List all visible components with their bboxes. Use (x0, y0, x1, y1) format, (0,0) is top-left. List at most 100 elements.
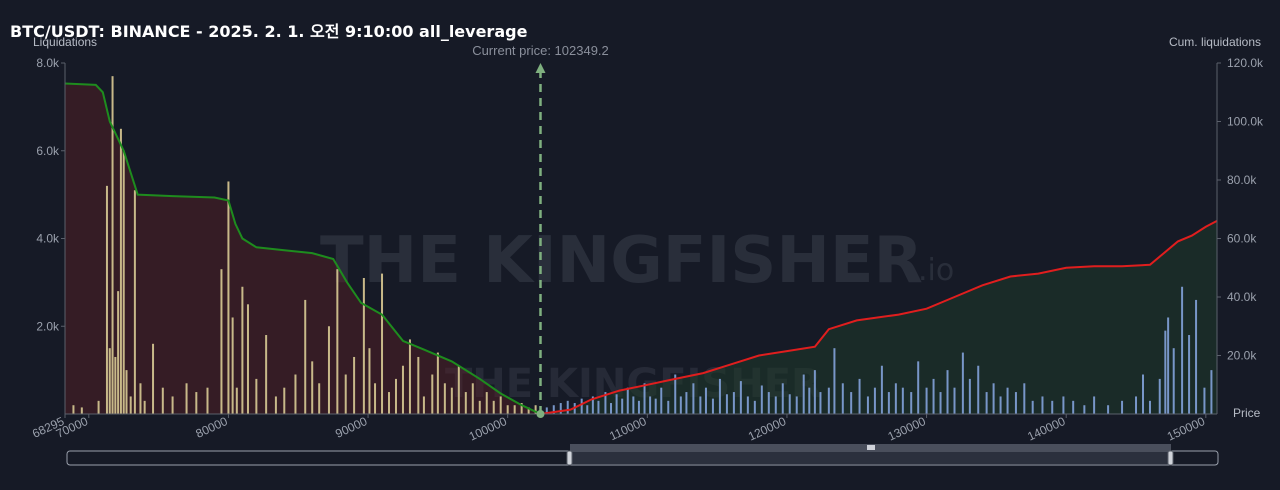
long-liquidation-bar (368, 348, 371, 414)
short-liquidation-bar (1072, 400, 1075, 414)
range-slider-grip-icon[interactable] (867, 445, 875, 450)
short-liquidation-bar (1158, 378, 1161, 414)
long-liquidation-bar (97, 400, 100, 414)
short-liquidation-bar (1041, 396, 1044, 414)
range-slider-right-handle[interactable] (1167, 450, 1174, 466)
long-liquidation-bar (111, 76, 114, 414)
range-slider[interactable] (66, 444, 1219, 466)
right-tick-label: 80.0k (1227, 173, 1257, 187)
short-liquidation-bar (1141, 374, 1144, 414)
short-liquidation-bar (704, 387, 707, 414)
x-tick-label: 110000 (607, 414, 649, 443)
long-cumulative-line (64, 82, 541, 415)
chart-title: BTC/USDT: BINANCE - 2025. 2. 1. 오전 9:10:… (10, 22, 528, 41)
long-liquidation-bar (117, 291, 120, 414)
short-liquidation-bar (566, 400, 569, 414)
short-liquidation-bar (887, 392, 890, 414)
long-liquidation-bar (161, 387, 164, 414)
long-liquidation-bar (374, 383, 377, 414)
price-axis-label: Price (1233, 406, 1261, 420)
short-liquidation-bar (781, 383, 784, 414)
short-liquidation-bar (1167, 317, 1170, 414)
short-liquidation-bar (880, 365, 883, 414)
short-liquidation-bar (925, 387, 928, 414)
short-liquidation-bar (746, 396, 749, 414)
range-slider-selection[interactable] (570, 452, 1171, 464)
short-liquidation-bar (739, 381, 742, 414)
long-liquidation-bar (304, 299, 307, 414)
left-axis-ticks: 2.0k 4.0k 6.0k 8.0k (36, 56, 65, 333)
short-liquidation-bar (968, 378, 971, 414)
x-tick-label: 80000 (194, 414, 230, 441)
long-liquidation-bar (311, 361, 314, 414)
short-liquidation-bar (1148, 400, 1151, 414)
left-axis-label: Liquidations (33, 35, 97, 49)
short-liquidation-bar (660, 387, 663, 414)
range-slider-left-handle[interactable] (566, 450, 573, 466)
short-liquidation-bar (1188, 335, 1191, 414)
short-liquidation-bar (1093, 396, 1096, 414)
left-tick-label: 8.0k (36, 56, 60, 70)
short-liquidation-bar (788, 394, 791, 414)
current-price-dot (536, 410, 545, 418)
long-liquidation-bar (394, 378, 397, 414)
short-liquidation-bar (901, 387, 904, 414)
left-tick-label: 2.0k (36, 319, 60, 333)
short-liquidation-bar (753, 400, 756, 414)
short-liquidation-bar (808, 387, 811, 414)
short-liquidation-bar (866, 396, 869, 414)
short-liquidation-bar (894, 383, 897, 414)
short-liquidation-bar (610, 403, 613, 414)
long-liquidation-bar (235, 387, 238, 414)
long-liquidation-bar (122, 150, 125, 414)
long-liquidation-bar (381, 273, 384, 414)
short-liquidation-bar (559, 403, 562, 414)
x-tick-label: 150000 (1165, 414, 1208, 444)
long-liquidation-bar (450, 387, 453, 414)
long-liquidation-bar (478, 400, 481, 414)
short-liquidation-bar (637, 400, 640, 414)
long-liquidation-bar (119, 128, 122, 414)
short-liquidation-bar (910, 392, 913, 414)
short-liquidation-bar (545, 407, 548, 414)
short-liquidation-bar (850, 392, 853, 414)
short-liquidation-bar (985, 392, 988, 414)
right-tick-label: 60.0k (1227, 232, 1257, 246)
long-liquidation-bar (485, 392, 488, 414)
short-liquidation-bars (545, 286, 1213, 414)
short-liquidation-bar (649, 396, 652, 414)
short-liquidation-bar (819, 392, 822, 414)
x-tick-label: 100000 (467, 414, 510, 444)
short-liquidation-bar (1164, 330, 1167, 414)
short-liquidation-bar (711, 398, 714, 414)
short-liquidation-bar (774, 396, 777, 414)
short-liquidation-bar (667, 400, 670, 414)
long-liquidation-bar (220, 269, 223, 414)
right-axis-ticks: 20.0k 40.0k 60.0k 80.0k 100.0k 120.0k (1217, 56, 1264, 363)
long-liquidation-bar (195, 392, 198, 414)
short-liquidation-bar (718, 378, 721, 414)
long-liquidation-bar (133, 190, 136, 414)
short-liquidation-bar (643, 383, 646, 414)
long-liquidation-bar (344, 374, 347, 414)
long-liquidation-bar (129, 396, 132, 414)
long-liquidation-bar (108, 348, 111, 414)
long-liquidation-bar (125, 370, 128, 414)
long-liquidation-bar (143, 400, 146, 414)
short-liquidation-bar (1031, 400, 1034, 414)
long-liquidation-bar (436, 352, 439, 414)
short-liquidation-bar (795, 396, 798, 414)
short-liquidation-bar (1195, 299, 1198, 414)
short-liquidation-bar (841, 383, 844, 414)
short-liquidation-bar (760, 385, 763, 414)
short-liquidation-bar (1135, 396, 1138, 414)
short-liquidation-bar (858, 378, 861, 414)
long-liquidation-bar (80, 407, 83, 414)
long-liquidation-bar (513, 405, 516, 414)
long-liquidation-bar (227, 181, 230, 414)
short-liquidation-bar (977, 365, 980, 414)
long-liquidation-bar (457, 365, 460, 414)
short-liquidation-bar (692, 383, 695, 414)
short-liquidation-bar (580, 398, 583, 414)
